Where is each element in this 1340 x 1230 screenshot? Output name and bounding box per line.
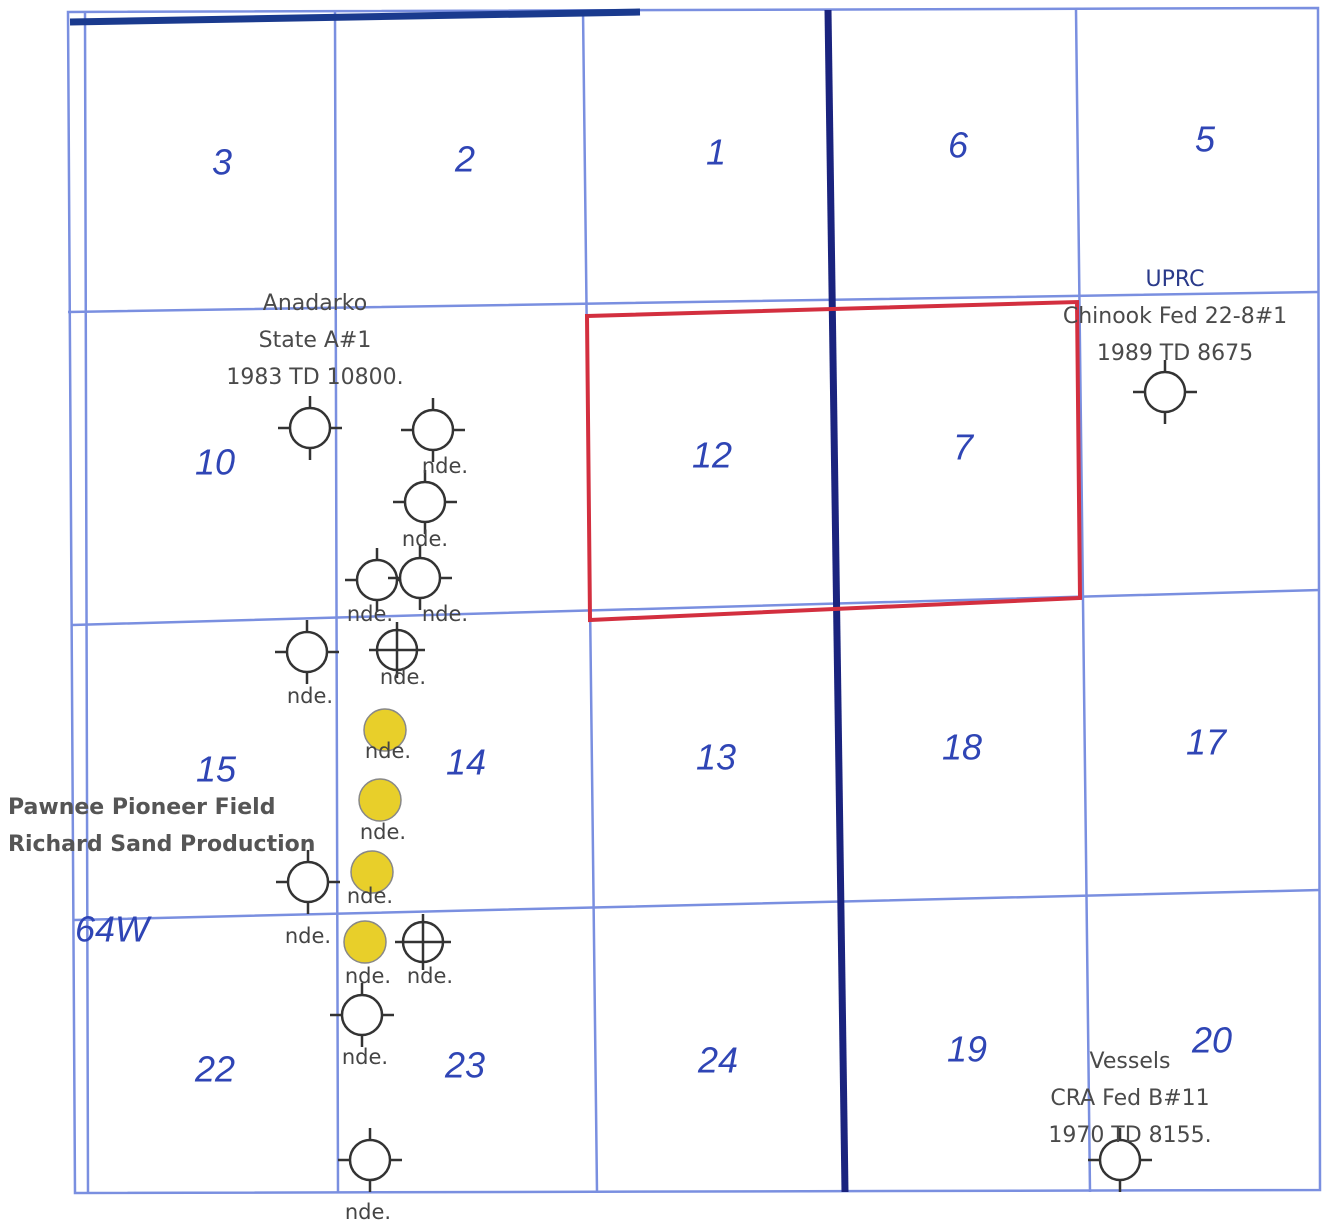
section-number: 13	[696, 737, 736, 778]
dry-hole	[398, 556, 442, 600]
well-ticks	[278, 396, 342, 460]
well-ticks	[276, 850, 340, 914]
well-annotation: 1989 TD 8675	[1097, 341, 1253, 366]
vertical-lines	[83, 9, 1092, 1193]
top-line	[69, 8, 641, 26]
dry-hole	[288, 406, 332, 450]
nde-label: nde.	[422, 602, 468, 626]
section-number: 5	[1195, 119, 1216, 160]
section-number: 23	[444, 1045, 485, 1086]
well-ticks	[369, 622, 425, 678]
section-number: 19	[947, 1029, 987, 1070]
nde-label: nde.	[365, 739, 411, 763]
section-number: 7	[953, 427, 975, 468]
field-label: Richard Sand Production	[8, 832, 315, 857]
well-annotation: 1970 TD 8155.	[1048, 1123, 1211, 1148]
nde-label: nde.	[345, 1200, 391, 1224]
producing-well	[350, 850, 394, 894]
dry-hole	[403, 480, 447, 524]
well-annotation: Anadarko	[263, 291, 367, 316]
nde-label: nde.	[345, 964, 391, 988]
labels: 3 2 1 6 5 10 12 7 15 14 13 18 17 22 23 24 19 20 64W Anadark…	[8, 119, 1287, 1224]
prospect-outline	[584, 299, 1083, 623]
nde-label: nde.	[402, 527, 448, 551]
horizontal-lines	[67, 290, 1321, 922]
section-number: 10	[195, 442, 235, 483]
nde-label: nde.	[285, 924, 331, 948]
nde-label: nde.	[287, 684, 333, 708]
well-annotation: 1983 TD 10800.	[226, 365, 403, 390]
producing-well	[363, 708, 407, 752]
well-annotation: Vessels	[1090, 1049, 1171, 1074]
nde-label: nde.	[342, 1045, 388, 1069]
dry-hole	[286, 860, 330, 904]
nde-label: nde.	[347, 884, 393, 908]
wells	[275, 360, 1197, 1192]
well-ticks	[388, 546, 452, 610]
well-ticks	[275, 620, 339, 684]
section-number: 17	[1186, 722, 1228, 763]
well-ticks	[338, 1128, 402, 1192]
well-ticks	[393, 470, 457, 534]
section-number: 18	[942, 727, 982, 768]
nde-label: nde.	[380, 665, 426, 689]
field-label: Pawnee Pioneer Field	[8, 795, 275, 820]
well-ticks	[401, 398, 465, 462]
dry-hole	[1143, 370, 1187, 414]
section-number: 12	[692, 435, 732, 476]
well-ticks	[1088, 1128, 1152, 1192]
section-number: 2	[454, 139, 475, 180]
dry-hole	[411, 408, 455, 452]
section-number: 15	[196, 749, 237, 790]
well-annotation: UPRC	[1146, 267, 1205, 292]
range-line	[824, 9, 849, 1193]
well-annotation: CRA Fed B#11	[1050, 1086, 1209, 1111]
section-number: 14	[446, 742, 486, 783]
section-number: 3	[212, 142, 232, 183]
section-number: 24	[697, 1040, 738, 1081]
dry-hole	[285, 630, 329, 674]
dry-hole	[355, 558, 399, 602]
section-number: 20	[1191, 1020, 1232, 1061]
township-label: 64W	[75, 909, 152, 950]
well-annotation: State A#1	[259, 328, 372, 353]
producing-well	[358, 778, 402, 822]
nde-label: nde.	[422, 454, 468, 478]
producing-well	[343, 920, 387, 964]
well-ticks	[1133, 360, 1197, 424]
border	[66, 6, 1322, 1195]
well-annotation: Chinook Fed 22-8#1	[1063, 304, 1287, 329]
nde-label: nde.	[360, 820, 406, 844]
well-ticks	[395, 914, 451, 970]
dry-hole	[340, 993, 384, 1037]
section-number: 1	[706, 132, 726, 173]
dry-hole	[348, 1138, 392, 1182]
section-grid	[66, 6, 1322, 1195]
section-number: 22	[194, 1049, 235, 1090]
well-ticks	[330, 983, 394, 1047]
nde-label: nde.	[407, 964, 453, 988]
nde-label: nde.	[347, 602, 393, 626]
section-number: 6	[948, 125, 969, 166]
